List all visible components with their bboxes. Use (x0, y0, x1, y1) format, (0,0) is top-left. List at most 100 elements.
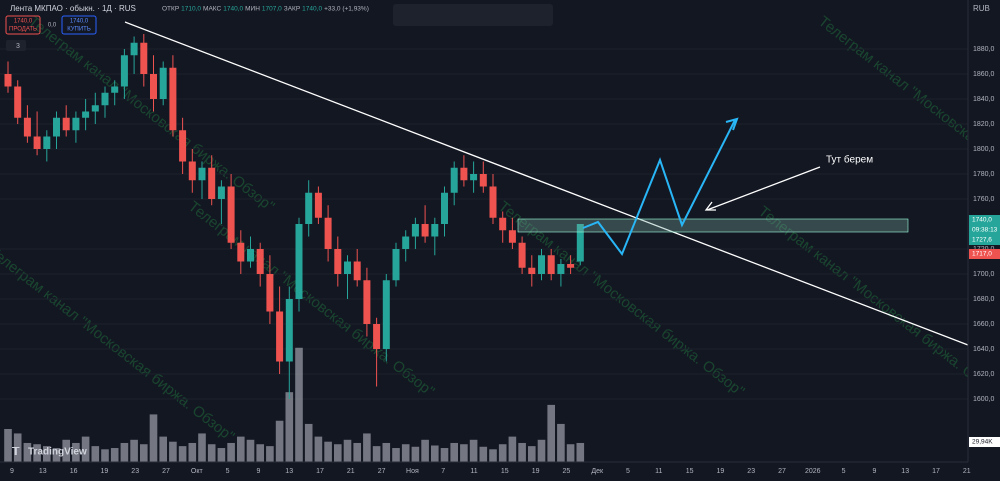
candle-body (120, 55, 128, 87)
volume-bar (489, 449, 497, 462)
logo-mark: 𝗧 (12, 446, 20, 458)
volume-bar (91, 446, 100, 462)
ohlc-header: ОТКР 1710,0 МАКС 1740,0 МИН 1707,0 ЗАКР 1740,0 +… (162, 6, 369, 13)
volume-bar (13, 433, 22, 462)
volume-bar (256, 444, 264, 462)
volume-bar (431, 445, 439, 462)
volume-bar (188, 442, 197, 462)
candle-body (479, 174, 487, 187)
indicators-toggle[interactable] (6, 40, 26, 51)
candle-body (53, 117, 60, 137)
candle-body (23, 117, 31, 137)
x-tick-label: 27 (162, 468, 170, 475)
volume-bar (198, 433, 206, 462)
volume-bar (140, 444, 148, 462)
candle-body (91, 105, 99, 112)
x-tick-label: 25 (563, 468, 571, 475)
y-tick-label: 1600,0 (973, 396, 995, 403)
candle-body (373, 324, 381, 349)
volume-label-bg (969, 437, 1000, 447)
candle-body (256, 249, 264, 274)
x-tick-label: 11 (470, 468, 477, 475)
volume-label: 29,94K (972, 439, 993, 446)
candle-body (402, 236, 410, 249)
candle-body (169, 67, 177, 131)
trend-line (124, 21, 969, 346)
volume-bar (43, 446, 51, 462)
volume-bar (169, 441, 177, 462)
candle-body (285, 299, 293, 362)
x-tick-label: 21 (347, 468, 355, 475)
candle-body (227, 186, 235, 243)
volume-bar (479, 446, 488, 462)
price-label-bg (969, 215, 1000, 225)
candle-body (508, 230, 516, 243)
volume-bar (72, 442, 80, 462)
x-tick-label: Окт (191, 468, 204, 475)
candle-body (489, 186, 497, 218)
x-tick-label: 9 (10, 468, 14, 475)
arrow-head (725, 117, 739, 131)
candle-body (82, 111, 90, 118)
volume-bar (537, 439, 546, 462)
buy-button[interactable] (61, 15, 97, 35)
buy-price: 1740,0 (70, 19, 89, 25)
ohlc-item: 1740,0 (302, 6, 322, 13)
sell-button[interactable] (5, 15, 41, 35)
x-tick-label: 5 (226, 468, 230, 475)
x-tick-label: Дек (591, 468, 604, 475)
x-tick-label: 5 (842, 468, 846, 475)
sell-price: 1740,0 (14, 19, 33, 25)
candle-body (150, 74, 157, 99)
candle-body (470, 174, 478, 181)
x-tick-label: 9 (256, 468, 260, 475)
candle-body (305, 192, 313, 224)
x-tick-label: 21 (963, 468, 971, 475)
candle-body (130, 42, 138, 56)
ohlc-item: ЗАКР (284, 6, 300, 13)
x-tick-label: 23 (131, 468, 139, 475)
volume-bar (411, 446, 420, 462)
candle-body (528, 267, 536, 274)
ohlc-item: ОТКР (162, 6, 179, 13)
drawing-toolbar[interactable] (393, 4, 553, 26)
volume-bar (149, 414, 158, 462)
x-tick-label: 23 (747, 468, 755, 475)
y-tick-label: 1820,0 (973, 121, 995, 128)
x-tick-label: 5 (626, 468, 630, 475)
candle-body (237, 242, 245, 262)
zone (517, 218, 909, 233)
forecast-path (582, 119, 736, 257)
volume-bar (304, 423, 313, 462)
candle-body (363, 280, 371, 324)
candle-body (576, 224, 584, 262)
volume-bar (460, 444, 468, 462)
x-tick-label: 27 (378, 468, 386, 475)
x-tick-label: 19 (532, 468, 540, 475)
candle-body (43, 136, 51, 149)
candle-body (111, 86, 119, 93)
candle-body (431, 224, 439, 237)
price-label: 1740,0 (972, 217, 992, 224)
ohlc-item: МИН (245, 6, 260, 13)
volume-bar (207, 444, 216, 462)
candle-body (421, 224, 429, 237)
volume-bar (120, 442, 129, 462)
candle-body (179, 130, 187, 162)
candle-body (441, 192, 448, 224)
volume-bar (237, 436, 245, 462)
y-tick-label: 1640,0 (973, 346, 995, 353)
x-tick-label: 15 (686, 468, 694, 475)
y-tick-label: 1660,0 (973, 321, 995, 328)
candle-body (208, 167, 216, 199)
x-tick-label: Ноя (406, 468, 419, 475)
volume-bar (566, 444, 575, 462)
x-tick-label: 19 (717, 468, 725, 475)
candle-body (353, 261, 361, 281)
candle-body (382, 280, 390, 349)
volume-bar (528, 446, 536, 462)
indicators-count: 3 (16, 43, 20, 50)
volume-bar (547, 404, 555, 462)
